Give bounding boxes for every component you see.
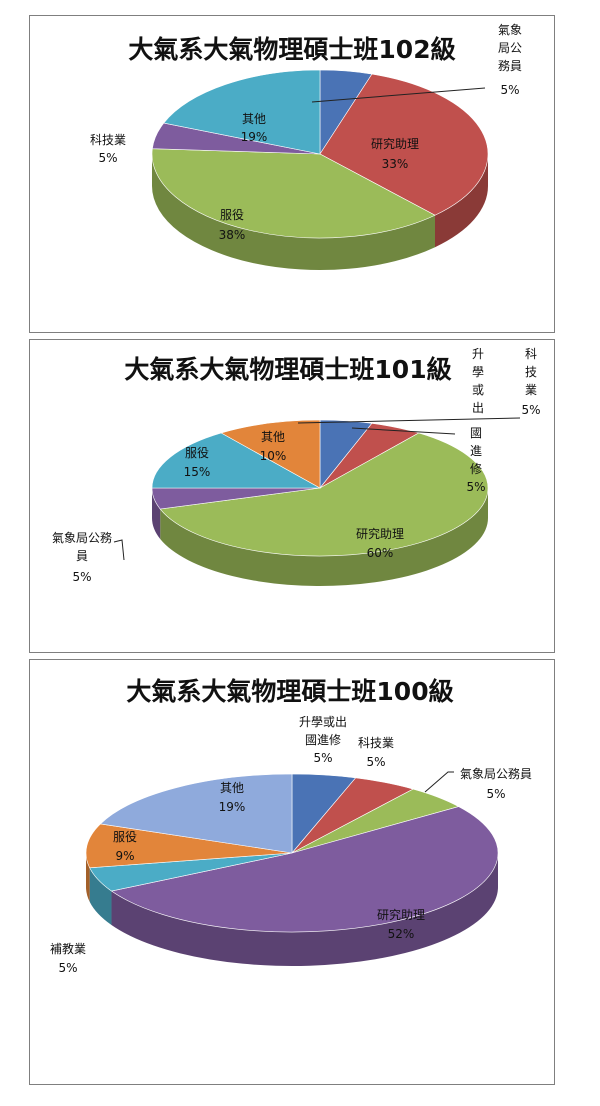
pct-gov: 5%: [500, 83, 519, 97]
leader-line: [113, 539, 125, 561]
pct-other: 19%: [241, 130, 268, 144]
label-other: 其他: [261, 430, 285, 444]
pie-side-2: [160, 488, 488, 586]
pie-chart-102: 大氣系大氣物理碩士班102級 氣象 局公 務員 5% 研究助理 33% 服役 3…: [29, 15, 555, 333]
label-tutoring: 補教業: [50, 941, 86, 956]
label-abroad-1: 升: [472, 347, 484, 361]
label-research: 研究助理: [371, 136, 419, 151]
pct-abroad: 5%: [313, 751, 332, 765]
pie-side-2: [152, 154, 436, 270]
chart-title: 大氣系大氣物理碩士班100級: [126, 677, 453, 706]
label-abroad-6: 進: [470, 444, 482, 458]
pie-slice-1: [319, 73, 489, 216]
label-group: 升學或出 國進修 5% 科技業 5% 氣象局公務員 5% 研究助理 52% 補教…: [50, 715, 532, 975]
label-abroad-2: 學: [472, 365, 484, 379]
label-other: 其他: [242, 112, 266, 126]
pie-slice-5: [85, 823, 293, 869]
label-research: 研究助理: [356, 526, 404, 541]
pie-100-slices: [85, 773, 499, 966]
pct-research: 33%: [382, 157, 409, 171]
pie-slice-3: [110, 806, 499, 933]
pie-chart-101-svg: 大氣系大氣物理碩士班101級 升 學 或 出 國 進 修 5% 科 技 業 5%…: [52, 347, 541, 586]
label-tech-2: 技: [525, 365, 537, 379]
pie-slice-2: [151, 148, 436, 239]
pct-abroad: 5%: [466, 480, 485, 494]
pie-slice-6: [99, 773, 293, 854]
label-tech: 科技業: [90, 133, 126, 147]
label-gov-1: 氣象: [498, 23, 522, 37]
label-military: 服役: [113, 829, 137, 844]
label-military: 服役: [185, 445, 209, 460]
label-abroad-7: 修: [470, 461, 482, 476]
pct-military: 38%: [219, 228, 246, 242]
label-tech-3: 業: [525, 383, 537, 397]
pie-side-4: [89, 867, 112, 926]
label-gov-2: 員: [76, 549, 88, 563]
label-other: 其他: [220, 781, 244, 795]
label-tech-1: 科: [525, 347, 537, 361]
pie-101-slices: [151, 419, 489, 586]
pie-slice-2: [159, 432, 489, 557]
pie-102-slices: [151, 69, 489, 270]
pct-gov: 5%: [72, 570, 91, 584]
chart-title: 大氣系大氣物理碩士班101級: [124, 355, 451, 384]
pie-chart-100-svg: 大氣系大氣物理碩士班100級 升學或出 國進修 5% 科技業 5% 氣象局公務員…: [50, 677, 532, 975]
pct-military: 9%: [115, 849, 134, 863]
label-abroad-1: 升學或出: [299, 715, 347, 729]
pie-chart-101: 大氣系大氣物理碩士班101級 升 學 或 出 國 進 修 5% 科 技 業 5%…: [29, 339, 555, 653]
pie-side-3: [152, 488, 161, 540]
chart-title: 大氣系大氣物理碩士班102級: [128, 35, 455, 64]
pct-research: 60%: [367, 546, 394, 560]
pie-slice-4: [163, 69, 321, 155]
pct-tech: 5%: [98, 151, 117, 165]
label-gov: 氣象局公務員: [460, 767, 532, 781]
label-tech: 科技業: [358, 736, 394, 750]
pct-military: 15%: [184, 465, 211, 479]
label-research: 研究助理: [377, 907, 425, 922]
pct-other: 19%: [219, 800, 246, 814]
label-abroad-4: 出: [472, 401, 484, 415]
label-gov-1: 氣象局公務: [52, 531, 112, 545]
label-abroad-3: 或: [472, 383, 484, 397]
pct-tech: 5%: [366, 755, 385, 769]
label-gov-3: 務員: [498, 59, 522, 73]
leader-line: [311, 87, 486, 103]
pie-chart-102-svg: 大氣系大氣物理碩士班102級 氣象 局公 務員 5% 研究助理 33% 服役 3…: [90, 23, 522, 270]
pie-side-5: [86, 853, 90, 902]
pie-side-3: [111, 853, 498, 966]
label-group: 升 學 或 出 國 進 修 5% 科 技 業 5% 研究助理 60% 氣象局公務…: [52, 347, 541, 584]
leader-line: [351, 427, 456, 435]
pie-chart-100: 大氣系大氣物理碩士班100級 升學或出 國進修 5% 科技業 5% 氣象局公務員…: [29, 659, 555, 1085]
pct-research: 52%: [388, 927, 415, 941]
pie-side-1: [435, 154, 488, 248]
label-abroad-5: 國: [470, 426, 482, 440]
leader-line: [424, 771, 454, 793]
pct-gov: 5%: [486, 787, 505, 801]
pct-other: 10%: [260, 449, 287, 463]
pie-slice-4: [151, 432, 322, 489]
pct-tutoring: 5%: [58, 961, 77, 975]
leader-line: [297, 417, 521, 424]
label-gov-2: 局公: [498, 41, 522, 55]
pct-tech: 5%: [521, 403, 540, 417]
label-abroad-2: 國進修: [305, 732, 341, 747]
pie-slice-5: [220, 419, 321, 489]
label-group: 氣象 局公 務員 5% 研究助理 33% 服役 38% 科技業 5% 其他 19…: [90, 23, 522, 242]
label-military: 服役: [220, 207, 244, 222]
